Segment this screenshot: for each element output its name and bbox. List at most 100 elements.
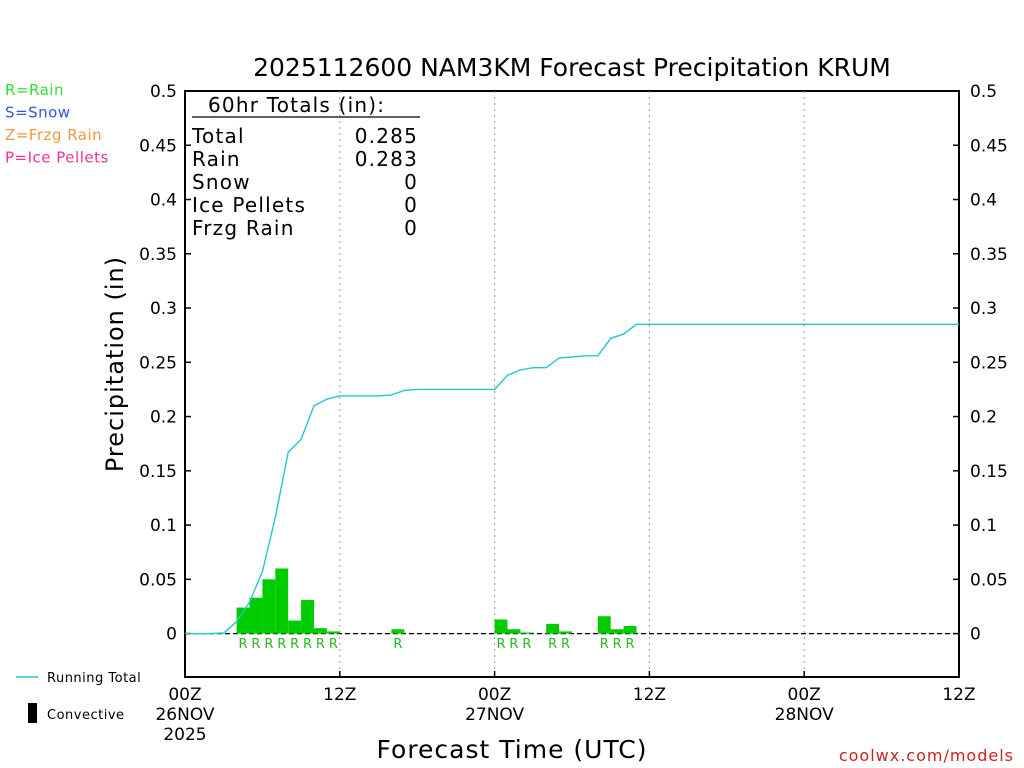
type-legend-item: Z=Frzg Rain [5,126,102,144]
precip-bar [249,597,263,634]
x-tick-label: 12Z [323,685,356,705]
running-total-line [185,323,959,635]
x-tick-label: 26NOV [155,705,214,725]
precip-type-label: R [497,637,506,652]
totals-row-label: Frzg Rain [192,216,295,240]
precip-type-label: R [561,637,570,652]
precip-type-label: R [329,637,338,652]
type-legend-item: S=Snow [5,104,71,122]
y-tick-label: 0.15 [139,462,177,482]
precip-bar [391,629,405,634]
precip-bar [288,620,302,634]
y-tick-label: 0.45 [139,136,177,156]
precip-type-label: R [600,637,609,652]
totals-row-label: Snow [192,170,251,194]
precip-bar [559,631,572,634]
precip-type-label: R [316,637,325,652]
totals-row-label: Ice Pellets [192,193,306,217]
y-tick-label: 0.1 [150,516,177,536]
precip-type-label: R [277,637,286,652]
precip-bar [326,631,340,634]
precip-bar [546,623,560,634]
y-tick-label: 0.5 [150,82,177,102]
precip-bar [507,629,521,634]
series-legend: Running Total Convective [16,671,141,723]
precip-type-label: R [613,637,622,652]
y-axis-label: Precipitation (in) [101,256,129,472]
precip-type-label: R [626,637,635,652]
precip-type-label: R [303,637,312,652]
x-tick-label: 28NOV [775,705,834,725]
y-tick-label: 0.15 [970,462,1008,482]
plot-frame [184,90,960,678]
precip-bar [236,607,250,634]
x-tick-label: 00Z [478,685,511,705]
y-tick-label: 0 [166,625,177,645]
precip-bar [301,599,314,634]
precip-bar [610,629,624,634]
y-tick-label: 0.3 [970,299,997,319]
totals-row-label: Total [191,124,245,148]
precip-type-label: R [251,637,260,652]
type-legend-item: R=Rain [5,81,64,99]
totals-row-value: 0 [404,193,418,217]
y-axis-left: 0 0.05 0.1 0.15 0.2 0.25 0.3 0.35 0.4 0.45 0.5 [139,82,191,645]
precip-type-legend: R=Rain S=Snow Z=Frzg Rain P=Ice Pellets [5,81,109,167]
source-credit: coolwx.com/models [839,746,1014,765]
totals-box: 60hr Totals (in): Total 0.285 Rain 0.283 Sno… [191,93,420,240]
y-tick-label: 0.4 [970,191,997,211]
y-tick-label: 0.35 [139,245,177,265]
precip-bar [275,568,289,634]
y-tick-label: 0.2 [970,408,997,428]
x-tick-label: 00Z [788,685,821,705]
precip-type-label: R [264,637,273,652]
precip-type-label: R [290,637,299,652]
y-tick-label: 0.25 [970,353,1008,373]
running-total-legend-label: Running Total [47,671,141,686]
totals-row-value: 0.285 [355,124,418,148]
chart-title: 2025112600 NAM3KM Forecast Precipitation… [253,53,891,82]
precip-bar [494,619,508,634]
totals-row-label: Rain [192,147,241,171]
totals-header: 60hr Totals (in): [208,93,385,117]
y-tick-label: 0.35 [970,245,1008,265]
y-tick-label: 0.3 [150,299,177,319]
x-tick-label: 00Z [168,685,201,705]
type-legend-item: P=Ice Pellets [5,149,109,167]
x-tick-label: 12Z [633,685,666,705]
totals-row-value: 0 [404,170,418,194]
y-tick-label: 0.05 [970,570,1008,590]
precip-type-label: R [548,637,557,652]
x-tick-label: 12Z [942,685,975,705]
precip-type-label: R [393,637,402,652]
precip-bar [597,616,611,634]
totals-row-value: 0 [404,216,418,240]
y-tick-label: 0.45 [970,136,1008,156]
precip-bar [520,632,534,634]
y-tick-label: 0.05 [139,570,177,590]
convective-legend-block [28,703,37,723]
precip-bars [236,568,637,634]
x-tick-label: 2025 [163,725,206,745]
precip-type-label: R [522,637,531,652]
y-tick-label: 0.2 [150,408,177,428]
y-tick-label: 0.1 [970,516,997,536]
totals-row-value: 0.283 [355,147,418,171]
y-tick-label: 0 [970,625,981,645]
precip-type-label: R [509,637,518,652]
precip-type-label: R [239,637,248,652]
y-tick-label: 0.25 [139,353,177,373]
precip-bar [262,579,276,634]
vertical-gridlines [339,91,805,677]
y-tick-label: 0.5 [970,82,997,102]
precip-bar [314,628,327,634]
y-axis-right: 0 0.05 0.1 0.15 0.2 0.25 0.3 0.35 0.4 0.45 0.5 [953,82,1008,645]
x-tick-label: 27NOV [465,705,524,725]
x-axis-label: Forecast Time (UTC) [377,735,648,764]
precip-bar [623,625,637,634]
convective-legend-label: Convective [47,708,125,723]
y-tick-label: 0.4 [150,191,177,211]
